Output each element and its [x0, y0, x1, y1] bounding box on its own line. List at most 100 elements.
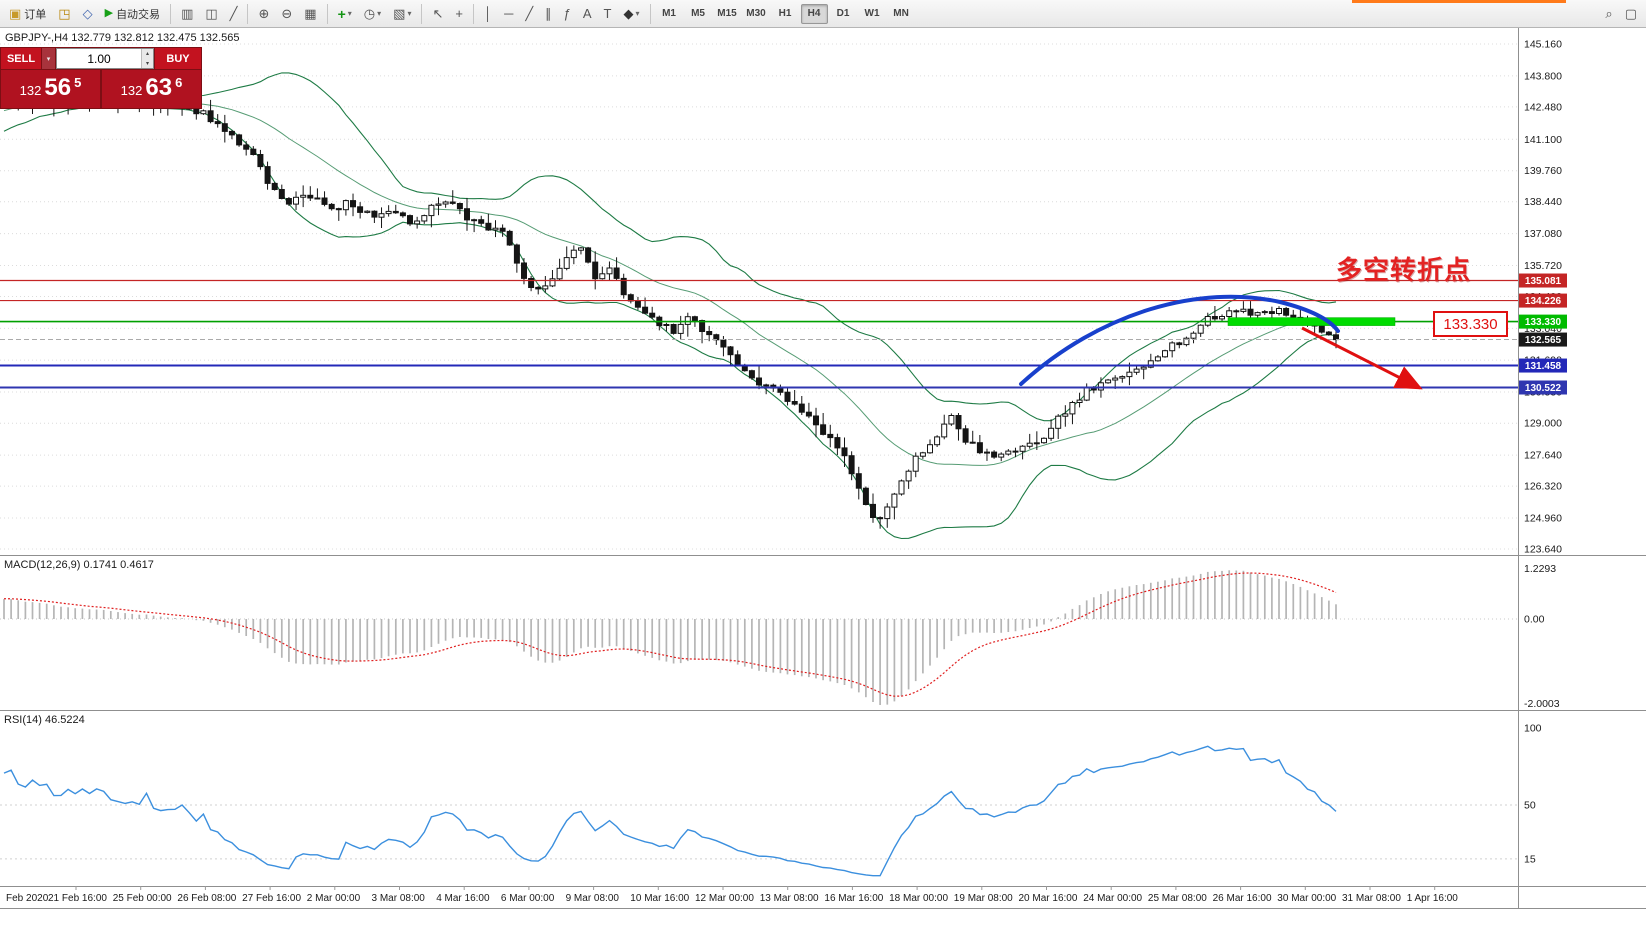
- timeframe-mn-button[interactable]: MN: [888, 4, 915, 24]
- price-callout-box[interactable]: 133.330: [1433, 311, 1508, 337]
- candle-body: [706, 331, 713, 336]
- candle-body: [378, 213, 385, 218]
- auto-trading-button[interactable]: ▶ 自动交易: [100, 3, 165, 25]
- horizontal-line-button[interactable]: ─: [499, 3, 518, 25]
- candle-body: [763, 384, 770, 387]
- candle-body: [371, 210, 378, 218]
- candle-body: [578, 247, 584, 251]
- fibonacci-button[interactable]: ƒ: [559, 3, 576, 25]
- time-axis[interactable]: Feb 2020 21 Feb 16:00 25 Feb 00:00 26 Feb 0…: [6, 886, 1458, 904]
- candle-body: [1162, 350, 1168, 358]
- candle-body: [1055, 415, 1062, 429]
- candlestick-icon: ◫: [205, 6, 218, 21]
- timeframe-h1-button[interactable]: H1: [772, 4, 799, 24]
- macd-indicator-pane: [0, 570, 1518, 705]
- crosshair-icon: +: [455, 6, 463, 21]
- candle-body: [1268, 311, 1275, 315]
- candle-body: [1154, 356, 1161, 362]
- price-axis[interactable]: 145.160 143.800 142.480 141.100 139.760 138.4…: [1519, 39, 1567, 866]
- red-down-arrow[interactable]: [1301, 326, 1423, 390]
- chart-drawings[interactable]: [1019, 294, 1423, 390]
- candle-body: [200, 110, 207, 115]
- candle-body: [677, 323, 684, 334]
- candle-body: [1226, 310, 1233, 317]
- chart-profile-button[interactable]: ◳: [53, 3, 75, 25]
- candle-body: [307, 194, 314, 199]
- buy-price-button[interactable]: 132 63 6: [102, 70, 201, 108]
- trendline-icon: ╱: [525, 6, 534, 21]
- price-tick-label: 143.800: [1524, 70, 1562, 82]
- annotation-text[interactable]: 多空转折点: [1336, 255, 1472, 285]
- shapes-button[interactable]: ◆ ▾: [619, 3, 645, 25]
- window-list-button[interactable]: ▢: [1620, 3, 1642, 25]
- candlestick-chart-button[interactable]: ◫: [200, 3, 222, 25]
- tile-windows-button[interactable]: ▦: [299, 3, 321, 25]
- timeframe-m15-button[interactable]: M15: [714, 4, 741, 24]
- candle-body: [798, 403, 805, 413]
- volume-decrease-button[interactable]: ▾: [142, 58, 153, 68]
- toolbar-separator: [170, 3, 172, 24]
- time-label: 18 Mar 00:00: [889, 893, 948, 904]
- candle-body: [841, 447, 848, 457]
- buy-price-prefix: 132: [120, 83, 143, 98]
- fibonacci-icon: ƒ: [563, 6, 571, 21]
- candle-body: [691, 316, 698, 322]
- sell-dropdown-button[interactable]: ▾: [42, 48, 55, 69]
- channel-button[interactable]: ∥: [540, 3, 557, 25]
- volume-input[interactable]: [57, 49, 141, 68]
- timeframe-m30-button[interactable]: M30: [743, 4, 770, 24]
- rsi-axis-label: 15: [1524, 853, 1536, 865]
- bar-chart-button[interactable]: ▥: [176, 3, 198, 25]
- crosshair-button[interactable]: +: [450, 3, 468, 25]
- candle-body: [955, 415, 962, 430]
- cursor-button[interactable]: ↖: [427, 3, 448, 25]
- volume-increase-button[interactable]: ▴: [142, 49, 153, 59]
- grid-lines: [0, 43, 1518, 550]
- green-highlight-bar[interactable]: [1227, 317, 1396, 326]
- new-order-button[interactable]: ▣ 订单: [4, 3, 51, 25]
- label-tool-button[interactable]: T: [599, 3, 617, 25]
- line-chart-button[interactable]: ╱: [225, 3, 243, 25]
- timeframe-m5-button[interactable]: M5: [685, 4, 712, 24]
- time-label: 31 Mar 08:00: [1342, 893, 1401, 904]
- candle-body: [1076, 399, 1083, 404]
- timeframe-m1-button[interactable]: M1: [656, 4, 683, 24]
- timeframe-h4-button[interactable]: H4: [800, 3, 828, 24]
- trendline-button[interactable]: ╱: [520, 3, 538, 25]
- time-label: 1 Apr 16:00: [1407, 893, 1459, 904]
- candle-body: [1254, 312, 1261, 316]
- candle-body: [1147, 360, 1154, 368]
- text-tool-button[interactable]: A: [578, 3, 597, 25]
- navigator-button[interactable]: ◇: [78, 3, 98, 25]
- candle-body: [984, 451, 990, 454]
- template-button[interactable]: ▧ ▾: [388, 3, 416, 25]
- price-tick-label: 142.480: [1524, 101, 1562, 113]
- buy-price-big: 63: [145, 74, 173, 101]
- candle-body: [321, 197, 328, 205]
- time-label: 2 Mar 00:00: [307, 893, 361, 904]
- vertical-line-button[interactable]: │: [479, 3, 497, 25]
- buy-button[interactable]: BUY: [155, 48, 201, 69]
- candle-body: [1005, 450, 1012, 455]
- zoom-out-button[interactable]: ⊖: [276, 3, 297, 25]
- candle-body: [357, 206, 364, 213]
- candle-body: [478, 219, 485, 224]
- add-indicator-button[interactable]: + ▾: [333, 3, 357, 25]
- sell-price-button[interactable]: 132 56 5: [1, 70, 100, 108]
- trade-panel-prices: 132 56 5 132 63 6: [1, 70, 201, 108]
- sell-button[interactable]: SELL: [1, 48, 41, 69]
- candle-body: [250, 148, 257, 155]
- periods-button[interactable]: ◷ ▾: [359, 3, 386, 25]
- candle-body: [513, 244, 520, 264]
- zoom-in-button[interactable]: ⊕: [253, 3, 274, 25]
- volume-spinner: ▴ ▾: [141, 49, 153, 68]
- blue-arc[interactable]: [1019, 294, 1340, 386]
- search-button[interactable]: ⌕: [1600, 3, 1617, 25]
- clock-icon: ◷: [363, 6, 376, 21]
- candle-body: [919, 452, 926, 457]
- candle-body: [891, 493, 898, 508]
- timeframe-w1-button[interactable]: W1: [859, 4, 886, 24]
- candle-body: [1276, 308, 1282, 314]
- timeframe-d1-button[interactable]: D1: [830, 4, 857, 24]
